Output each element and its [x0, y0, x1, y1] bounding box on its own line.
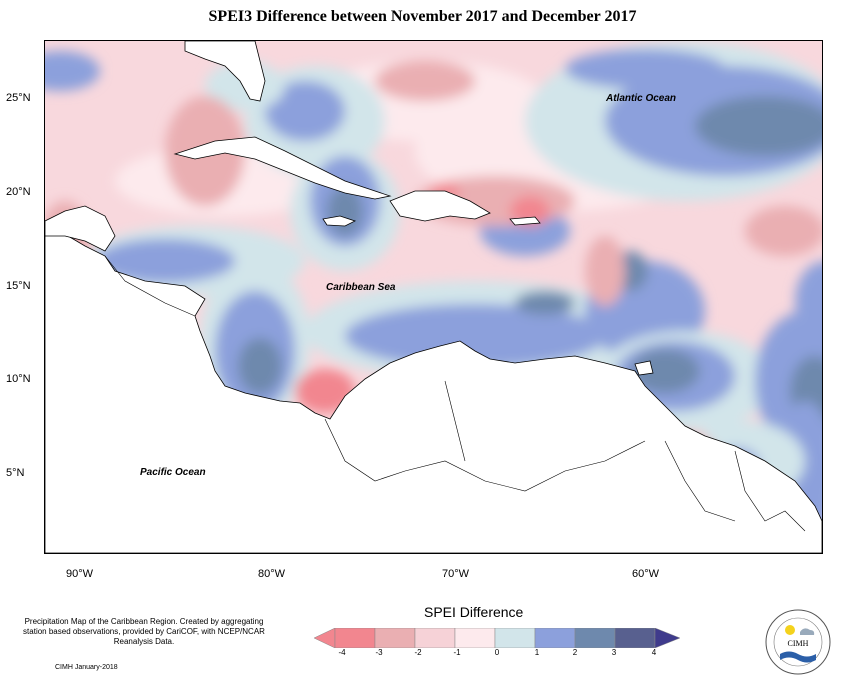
lat-label-10n: 10°N [6, 373, 31, 385]
legend-tick: -3 [375, 648, 383, 657]
legend-swatch [414, 628, 456, 648]
legend-tick: 3 [611, 648, 617, 657]
legend-swatch [374, 628, 416, 648]
cloud-icon [800, 628, 815, 635]
legend-tick: 4 [651, 648, 657, 657]
positive-zone [795, 261, 822, 341]
sun-icon [785, 625, 795, 635]
lat-label-25n: 25°N [6, 92, 31, 104]
positive-zone [265, 81, 345, 141]
cimh-logo: CIMH [765, 609, 831, 675]
legend-colorbar [314, 628, 681, 648]
negative-zone [745, 206, 822, 256]
lat-label-15n: 15°N [6, 280, 31, 292]
hispaniola-land [389, 190, 491, 222]
legend-swatch [534, 628, 576, 648]
lat-label-20n: 20°N [6, 186, 31, 198]
spei-map-svg [45, 41, 822, 553]
border-lines [104, 255, 806, 532]
legend-title: SPEI Difference [424, 604, 524, 620]
negative-zone [295, 369, 355, 413]
positive-zone [695, 96, 822, 156]
lon-label-70w: 70°W [442, 568, 470, 580]
map-notes: Precipitation Map of the Caribbean Regio… [23, 617, 265, 646]
legend-swatch [574, 628, 616, 648]
pacific-ocean-label: Pacific Ocean [140, 467, 206, 478]
legend-swatch [454, 628, 496, 648]
legend-tick: 0 [494, 648, 500, 657]
puerto-rico-land [509, 216, 541, 226]
yucatan-land [45, 205, 116, 252]
border-line [734, 450, 806, 532]
map-credit: CIMH January-2018 [55, 664, 118, 671]
landmass-group [45, 41, 822, 553]
atlantic-ocean-label: Atlantic Ocean [606, 93, 677, 104]
negative-zone [375, 61, 475, 101]
logo-text: CIMH [788, 639, 809, 648]
map-area [44, 40, 823, 554]
map-title: SPEI3 Difference between November 2017 a… [208, 8, 637, 25]
legend-swatch [494, 628, 536, 648]
positive-zone [515, 291, 575, 315]
positive-zone [565, 49, 725, 89]
border-line [444, 380, 466, 462]
legend-arrow-left [314, 628, 336, 648]
positive-zone [630, 349, 700, 393]
legend-swatch [614, 628, 656, 648]
positive-zone [45, 51, 100, 91]
border-line [664, 440, 736, 522]
border-line [324, 418, 646, 492]
legend-tick: 1 [534, 648, 540, 657]
lon-label-80w: 80°W [258, 568, 286, 580]
legend-tick: -1 [453, 648, 461, 657]
mainland-land [45, 230, 822, 553]
wave-icon [780, 651, 816, 663]
lon-label-60w: 60°W [632, 568, 660, 580]
positive-zone [238, 338, 282, 394]
jamaica-land [322, 215, 357, 227]
caribbean-sea-label: Caribbean Sea [326, 282, 396, 293]
positive-zone [345, 304, 605, 368]
trinidad-land [634, 360, 654, 376]
florida-land [184, 41, 266, 102]
negative-zone [585, 236, 625, 306]
border-line [104, 255, 196, 317]
lon-label-90w: 90°W [66, 568, 94, 580]
legend-tick: -4 [338, 648, 346, 657]
legend-arrow-right [654, 628, 681, 648]
lat-label-5n: 5°N [6, 467, 25, 479]
positive-zone [95, 239, 235, 283]
legend-tick: 2 [572, 648, 578, 657]
cuba-land [173, 136, 392, 200]
legend-tick: -2 [414, 648, 422, 657]
legend-swatch [334, 628, 376, 648]
